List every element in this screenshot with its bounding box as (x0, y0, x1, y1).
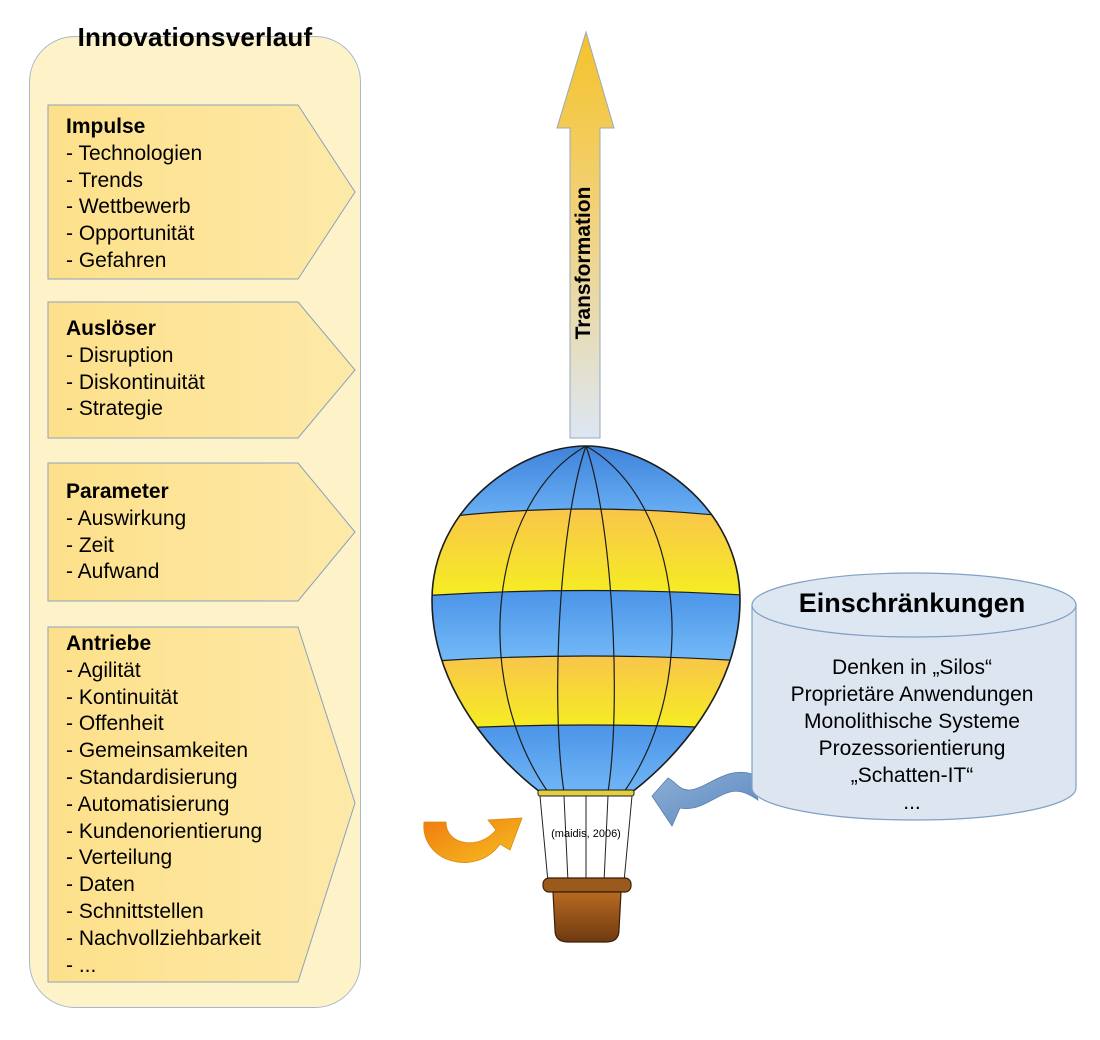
list-item: - Strategie (66, 397, 163, 421)
list-item: - Technologien (66, 141, 203, 165)
list-item: - Diskontinuität (66, 370, 205, 394)
group-title: Parameter (66, 480, 169, 503)
balloon-basket (542, 877, 632, 943)
list-item: - Verteilung (66, 846, 173, 870)
group-impulse: Impulse - Technologien - Trends - Wettbe… (66, 114, 202, 275)
constraint-arrow-icon (651, 771, 759, 827)
list-item: - Kundenorientierung (66, 819, 263, 843)
list-item: Denken in „Silos“ (832, 656, 992, 679)
group-parameter: Parameter - Auswirkung - Zeit - Aufwand (66, 479, 186, 586)
chevron-impulse (47, 104, 356, 280)
constraints-cylinder (751, 572, 1077, 821)
list-item: - Daten (66, 873, 135, 897)
transformation-text: Transformation (572, 186, 595, 340)
list-item: - Auswirkung (66, 506, 187, 530)
list-item: - Nachvollziehbarkeit (66, 926, 261, 950)
list-item: - Gefahren (66, 248, 167, 272)
list-item: ... (903, 791, 921, 814)
chevron-antriebe (47, 626, 356, 983)
chevron-ausloeser (47, 301, 356, 439)
list-item: - Zeit (66, 533, 114, 557)
list-item: - Gemeinsamkeiten (66, 739, 249, 763)
constraints-title: Einschränkungen (798, 588, 1026, 618)
list-item: - Aufwand (66, 560, 160, 584)
list-item: - Kontinuität (66, 685, 179, 709)
list-item: - ... (66, 953, 97, 977)
list-item: - Schnittstellen (66, 899, 204, 923)
balloon-ropes (539, 795, 633, 883)
group-title: Auslöser (66, 317, 156, 340)
list-item: - Agilität (66, 658, 141, 682)
balloon-citation: (maidis, 2006) (551, 828, 621, 840)
chevron-parameter (47, 462, 356, 602)
constraints-list: Denken in „Silos“ Proprietäre Anwendunge… (752, 654, 1072, 816)
list-item: - Standardisierung (66, 765, 238, 789)
list-item: „Schatten-IT“ (850, 764, 974, 787)
group-title: Antriebe (66, 632, 152, 655)
list-item: - Automatisierung (66, 792, 230, 816)
rotation-arrow-icon (423, 817, 523, 863)
list-item: Proprietäre Anwendungen (790, 683, 1034, 706)
panel-title: Innovationsverlauf (77, 22, 313, 52)
list-item: Prozessorientierung (818, 737, 1006, 760)
transformation-arrow (556, 30, 615, 439)
list-item: - Wettbewerb (66, 195, 191, 219)
list-item: - Opportunität (66, 222, 195, 246)
group-ausloeser: Auslöser - Disruption - Diskontinuität -… (66, 316, 205, 423)
balloon-envelope (432, 446, 740, 792)
list-item: - Disruption (66, 343, 174, 367)
group-antriebe: Antriebe - Agilität - Kontinuität - Offe… (66, 631, 262, 979)
group-title: Impulse (66, 115, 146, 138)
balloon-ring (537, 789, 635, 797)
list-item: Monolithische Systeme (804, 710, 1020, 733)
list-item: - Offenheit (66, 712, 164, 736)
list-item: - Trends (66, 168, 144, 192)
